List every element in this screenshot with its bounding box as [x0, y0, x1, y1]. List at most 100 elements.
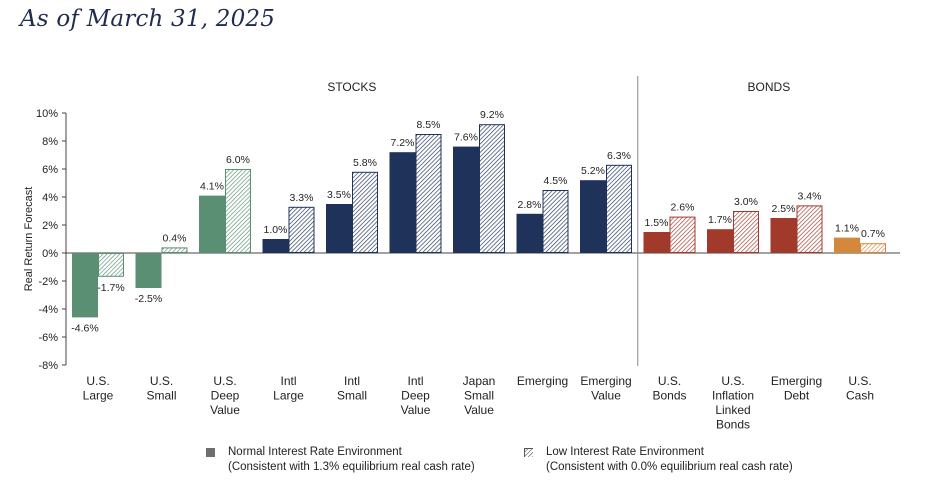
category-label: U.S. — [848, 374, 871, 388]
y-tick-label: 4% — [42, 192, 58, 204]
data-label-low: 3.0% — [734, 196, 758, 208]
category-label: Small — [337, 389, 367, 403]
data-label-normal: 1.1% — [835, 223, 859, 235]
bar-normal — [262, 239, 289, 253]
bar-low — [860, 243, 886, 253]
data-label-low: 6.0% — [226, 154, 250, 166]
y-tick-label: -2% — [38, 276, 58, 288]
data-label-normal: 3.5% — [327, 189, 351, 201]
bar-low — [288, 206, 315, 254]
bar-chart: 10% 8% 6% 4% 2% 0% -2% -4% -6% -8% Real Return For… — [23, 76, 900, 432]
bar-normal — [516, 213, 543, 253]
data-label-normal: 4.1% — [200, 181, 224, 193]
section-label-stocks: STOCKS — [327, 80, 376, 94]
category-label: Large — [83, 389, 114, 403]
y-tick-label: 8% — [42, 136, 58, 148]
data-label-low: 8.5% — [417, 119, 441, 131]
data-label-low: 0.4% — [163, 232, 187, 244]
bar-normal — [199, 195, 225, 253]
y-tick-label: 6% — [42, 164, 58, 176]
bar-normal — [72, 253, 98, 318]
y-tick-label: -6% — [38, 332, 58, 344]
y-tick-label: 2% — [42, 220, 58, 232]
bar-low — [161, 247, 188, 253]
y-axis-title: Real Return Forecast — [23, 187, 35, 292]
data-label-normal: 7.6% — [454, 132, 478, 144]
data-label-low: 3.4% — [798, 190, 822, 202]
bar-normal — [453, 146, 479, 253]
category-label: Value — [210, 403, 240, 417]
data-label-normal: 1.0% — [264, 224, 288, 236]
bar-normal — [580, 180, 606, 253]
data-label-normal: 7.2% — [391, 137, 415, 149]
category-label: Small — [146, 389, 176, 403]
category-label: Small — [464, 389, 494, 403]
data-label-normal: -4.6% — [71, 322, 98, 334]
bar-low — [415, 134, 442, 253]
bar-low — [796, 205, 823, 253]
category-label: Value — [591, 389, 621, 403]
category-label: Debt — [784, 389, 810, 403]
bar-low — [98, 253, 124, 277]
data-label-low: 5.8% — [353, 157, 377, 169]
data-label-normal: 1.7% — [708, 214, 732, 226]
data-label-normal: -2.5% — [135, 293, 162, 305]
category-label: Intl — [280, 374, 296, 388]
data-label-normal: 5.2% — [581, 165, 605, 177]
legend-low-line1: Low Interest Rate Environment — [546, 446, 704, 458]
bar-low — [479, 124, 505, 253]
bar-normal — [707, 229, 733, 253]
legend-normal-line2: (Consistent with 1.3% equilibrium real c… — [228, 461, 475, 473]
category-label: U.S. — [86, 374, 109, 388]
bar-normal — [389, 152, 416, 253]
legend-normal-line1: Normal Interest Rate Environment — [228, 446, 402, 458]
legend-swatch-hatched — [524, 448, 533, 457]
category-label: Emerging — [517, 374, 568, 388]
bar-normal — [135, 253, 162, 288]
bar-low — [606, 164, 632, 253]
legend-low-line2: (Consistent with 0.0% equilibrium real c… — [546, 461, 793, 473]
category-label: Emerging — [771, 374, 822, 388]
category-label: Linked — [715, 403, 750, 417]
y-tick-label: -4% — [38, 304, 58, 316]
y-tick-label: 10% — [36, 108, 58, 120]
data-label-low: 4.5% — [544, 175, 568, 187]
category-label: Value — [464, 403, 494, 417]
bar-normal — [770, 218, 797, 253]
data-label-low: 3.3% — [290, 192, 314, 204]
bar-normal — [643, 232, 670, 253]
legend-swatch-solid — [206, 448, 215, 457]
category-label: Large — [273, 389, 304, 403]
category-label: Inflation — [712, 389, 754, 403]
page-title: As of March 31, 2025 — [20, 6, 276, 32]
category-label: U.S. — [150, 374, 173, 388]
section-label-bonds: BONDS — [748, 80, 791, 94]
category-label: U.S. — [658, 374, 681, 388]
data-label-low: -1.7% — [97, 282, 124, 294]
bar-low — [225, 169, 251, 253]
category-label: Emerging — [580, 374, 631, 388]
category-label: Intl — [407, 374, 423, 388]
category-label: U.S. — [213, 374, 236, 388]
bar-low — [733, 211, 759, 253]
category-label: Deep — [211, 389, 240, 403]
bar-normal — [326, 204, 352, 253]
category-label: Intl — [344, 374, 360, 388]
bar-low — [352, 171, 378, 253]
data-label-low: 0.7% — [861, 228, 885, 240]
data-label-normal: 1.5% — [645, 217, 669, 229]
category-label: Bonds — [716, 418, 750, 432]
y-tick-label: 0% — [42, 248, 58, 260]
data-label-normal: 2.5% — [772, 203, 796, 215]
data-label-low: 9.2% — [480, 109, 504, 121]
category-label: U.S. — [721, 374, 744, 388]
data-label-low: 6.3% — [607, 150, 631, 162]
bar-low — [669, 216, 696, 254]
y-tick-label: -8% — [38, 360, 58, 372]
category-label: Japan — [463, 374, 496, 388]
data-label-low: 2.6% — [671, 202, 695, 214]
category-label: Deep — [401, 389, 430, 403]
category-label: Cash — [846, 389, 874, 403]
bar-low — [542, 190, 569, 253]
category-label: Bonds — [652, 389, 686, 403]
